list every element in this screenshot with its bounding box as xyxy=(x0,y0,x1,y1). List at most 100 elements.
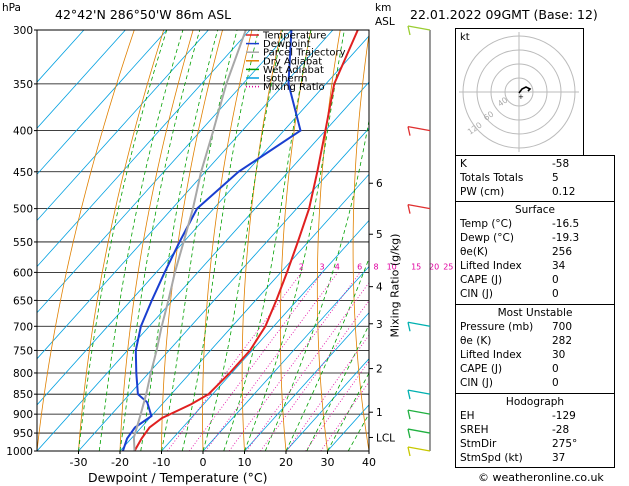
wind-barb-flag xyxy=(407,428,411,439)
legend-item: Dry Adiabat xyxy=(263,56,322,67)
unstable-row: CAPE (J) 0 xyxy=(460,363,559,375)
mixing-ratio-line xyxy=(205,272,339,451)
wind-barb-flag xyxy=(407,410,411,420)
x-tick-label: 10 xyxy=(238,456,252,469)
pressure-tick-label: 700 xyxy=(13,321,33,333)
wet-adiabat xyxy=(327,372,369,451)
hodo-row: EH -129 xyxy=(460,410,576,422)
pressure-tick-label: 600 xyxy=(13,267,33,279)
mixing-ratio-line xyxy=(246,281,369,451)
height-tick-label: 6 xyxy=(376,178,383,190)
index-row: K -58 xyxy=(460,158,570,170)
isotherm xyxy=(161,219,369,451)
isotherm xyxy=(37,30,292,314)
pressure-tick-label: 450 xyxy=(13,167,33,179)
surface-row: θe(K) 256 xyxy=(460,246,573,258)
height-tick-label: 1 xyxy=(376,407,383,419)
pressure-tick-label: 650 xyxy=(13,295,33,307)
x-tick-label: -30 xyxy=(70,456,88,469)
dry-adiabat xyxy=(78,30,165,451)
pressure-tick-label: 950 xyxy=(13,428,33,440)
surface-row: Lifted Index 34 xyxy=(460,260,566,272)
height-tick-label: 2 xyxy=(376,364,383,376)
isotherm xyxy=(78,127,369,451)
isotherm xyxy=(37,81,369,451)
mixing-ratio-label: 2 xyxy=(299,262,304,271)
unstable-row: CIN (J) 0 xyxy=(460,377,559,389)
dry-adiabat xyxy=(161,30,223,451)
wind-barb xyxy=(407,125,431,132)
series-temperature xyxy=(133,30,359,451)
pressure-tick-label: 850 xyxy=(13,389,33,401)
isotherm xyxy=(202,265,369,451)
wet-adiabat xyxy=(161,30,238,451)
surface-row: Temp (°C) -16.5 xyxy=(460,218,580,230)
x-tick-label: -20 xyxy=(111,456,129,469)
isotherm xyxy=(37,30,126,129)
hodo-row: SREH -28 xyxy=(460,424,570,436)
wind-barb-flag xyxy=(407,126,411,136)
mixing-ratio-label: 10 xyxy=(387,262,397,271)
surface-row: Dewp (°C) -19.3 xyxy=(460,232,580,244)
credit-label: © weatheronline.co.uk xyxy=(478,471,604,484)
ring-label: 40 xyxy=(496,95,510,108)
surface-row: CIN (J) 0 xyxy=(460,288,559,300)
legend-item: Wet Adiabat xyxy=(263,65,324,76)
unstable-row: Pressure (mb) 700 xyxy=(460,321,573,333)
hodograph-trace xyxy=(518,86,532,94)
hpa-unit-label: hPa xyxy=(2,2,21,14)
series-parcel-trajectory xyxy=(132,30,247,451)
pressure-tick-label: 750 xyxy=(13,345,33,357)
isotherm xyxy=(37,30,168,175)
mixing-ratio-label: 8 xyxy=(374,262,379,271)
height-tick-label: 3 xyxy=(376,319,383,331)
legend-item: Isotherm xyxy=(263,74,307,85)
pressure-tick-label: 350 xyxy=(13,79,33,91)
wind-barb xyxy=(407,428,431,434)
wind-barb-flag xyxy=(407,322,411,332)
x-tick-label: 30 xyxy=(321,456,335,469)
wet-adiabat xyxy=(264,118,369,451)
pressure-tick-label: 500 xyxy=(13,204,33,216)
wind-barb-flag xyxy=(407,390,411,400)
wet-adiabat xyxy=(223,30,312,451)
indices-panel: K -58 Totals Totals 5 PW (cm) 0.12 Surface … xyxy=(455,155,615,468)
dry-adiabat xyxy=(202,30,253,451)
wet-adiabat xyxy=(140,30,219,451)
wind-barb-flag xyxy=(407,204,411,214)
pressure-tick-label: 550 xyxy=(13,237,33,249)
mixing-ratio-line xyxy=(228,272,361,451)
surface-header: Surface xyxy=(514,204,555,216)
height-tick-label: 4 xyxy=(376,282,383,294)
index-row: PW (cm) 0.12 xyxy=(460,186,576,198)
isotherm xyxy=(244,312,369,451)
height-tick-label: 5 xyxy=(376,229,383,241)
dry-adiabat xyxy=(421,30,452,451)
mixing-ratio-label: 4 xyxy=(335,262,340,271)
asl-unit-label: ASL xyxy=(375,16,395,28)
dry-adiabat xyxy=(279,30,312,451)
dry-adiabat xyxy=(316,30,341,451)
wind-barb-flag xyxy=(407,25,411,36)
y-axis-title: Mixing Ratio (g/kg) xyxy=(388,233,402,338)
mixing-ratio-line xyxy=(260,300,369,451)
legend-item: Dewpoint xyxy=(263,39,311,50)
unstable-row: Lifted Index 30 xyxy=(460,349,566,361)
wind-barb xyxy=(407,389,431,395)
mixing-ratio-label: 3 xyxy=(319,262,324,271)
hodo-row: StmDir 275° xyxy=(460,438,578,450)
mixing-ratio-line xyxy=(167,272,303,451)
hodograph-plot: kt 40 60 120 + xyxy=(459,32,579,152)
isotherm xyxy=(37,30,251,268)
location-label: 42°42'N 286°50'W 86m ASL xyxy=(55,7,232,22)
legend-item: Parcel Trajectory xyxy=(263,48,346,59)
wet-adiabat xyxy=(78,30,168,451)
isotherm xyxy=(119,173,369,451)
mixing-ratio-label: 15 xyxy=(411,262,421,271)
x-axis-title: Dewpoint / Temperature (°C) xyxy=(88,470,268,485)
hodograph-header: Hodograph xyxy=(505,396,565,408)
pressure-tick-label: 900 xyxy=(13,409,33,421)
mixing-ratio-line xyxy=(189,272,323,451)
dry-adiabat xyxy=(119,30,194,451)
x-tick-label: 40 xyxy=(362,456,376,469)
